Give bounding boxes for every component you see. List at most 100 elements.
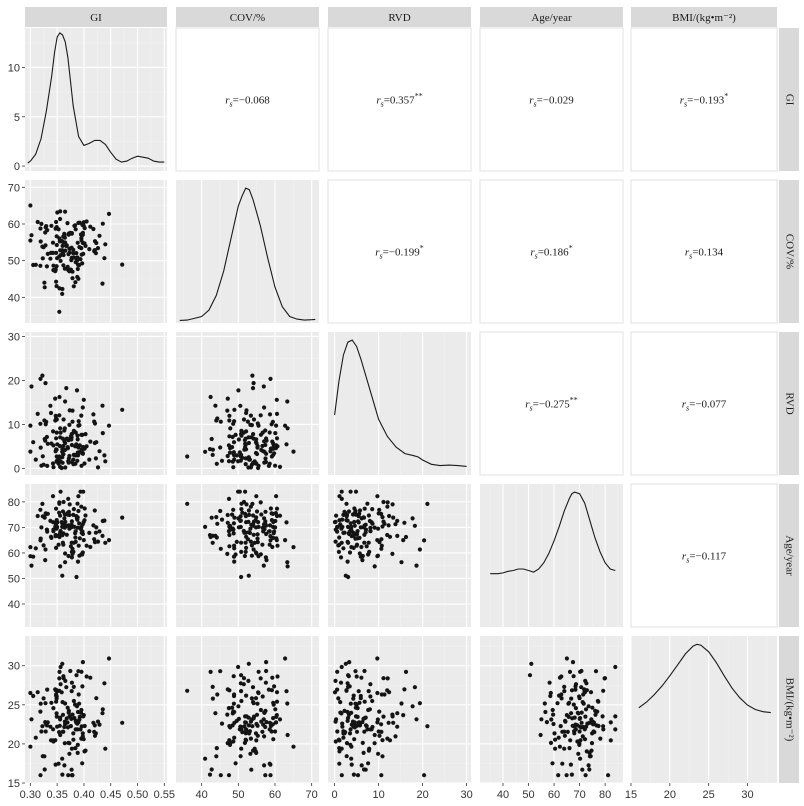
- scatter-point: [335, 729, 340, 734]
- scatter-point: [579, 710, 584, 715]
- scatter-point: [353, 489, 359, 494]
- scatter-point: [254, 437, 259, 442]
- scatter-point: [262, 734, 267, 739]
- scatter-point: [66, 710, 71, 715]
- scatter-point: [69, 442, 74, 448]
- density-curve-cov: [179, 187, 316, 321]
- scatter-point: [581, 692, 586, 697]
- scatter-point: [269, 511, 274, 516]
- scatter-point: [58, 426, 63, 431]
- scatter-point: [559, 674, 564, 679]
- scatter-point: [355, 519, 361, 524]
- scatter-point: [584, 749, 589, 754]
- scatter-point: [264, 436, 269, 441]
- scatter-point: [339, 773, 344, 778]
- x-tick-label: 0.50: [127, 789, 148, 801]
- scatter-point: [65, 266, 70, 271]
- scatter-point: [255, 701, 260, 706]
- scatter-point: [391, 720, 396, 725]
- scatter-point: [91, 226, 96, 232]
- scatter-point: [391, 515, 396, 520]
- scatter-point: [102, 453, 107, 458]
- strip-label-right-cov: COV/%: [783, 234, 795, 269]
- scatter-point: [63, 721, 68, 727]
- scatter-point: [56, 761, 61, 766]
- scatter-point: [88, 439, 93, 444]
- scatter-point: [353, 508, 358, 514]
- scatter-point: [251, 547, 256, 552]
- scatter-point: [80, 761, 85, 766]
- scatter-point: [347, 731, 353, 736]
- scatter-point: [334, 513, 339, 518]
- scatter-point: [103, 242, 108, 247]
- scatter-point: [39, 463, 44, 468]
- panel-age-year-vs-cov: [176, 484, 319, 627]
- scatter-point: [590, 705, 595, 710]
- scatter-point: [253, 696, 259, 701]
- scatter-point: [354, 702, 359, 707]
- y-tick-label: 30: [8, 331, 20, 343]
- scatter-point: [57, 510, 62, 515]
- scatter-point: [94, 525, 99, 530]
- scatter-point: [379, 546, 384, 551]
- scatter-point: [247, 530, 252, 536]
- scatter-point: [61, 417, 66, 422]
- scatter-point: [573, 687, 578, 692]
- scatter-point: [71, 284, 76, 289]
- scatter-point: [69, 437, 74, 442]
- scatter-point: [57, 254, 62, 259]
- scatter-point: [106, 656, 112, 661]
- scatter-point: [598, 736, 603, 741]
- scatter-point: [341, 735, 346, 740]
- scatter-point: [88, 224, 93, 229]
- scatter-point: [568, 762, 574, 767]
- scatter-point: [39, 729, 44, 734]
- scatter-point: [227, 418, 232, 423]
- scatter-point: [381, 714, 386, 719]
- scatter-point: [593, 712, 598, 717]
- scatter-point: [28, 690, 33, 696]
- scatter-point: [66, 553, 71, 559]
- scatter-point: [42, 754, 47, 759]
- scatter-point: [249, 767, 254, 772]
- panel-bmi-kg-m-vs-gi: [25, 636, 167, 784]
- scatter-point: [226, 459, 232, 464]
- scatter-point: [87, 729, 92, 734]
- scatter-point: [549, 717, 554, 722]
- scatter-point: [360, 740, 365, 746]
- scatter-point: [106, 538, 112, 543]
- panel-rvd-vs-cov: [176, 332, 319, 475]
- scatter-point: [43, 729, 48, 734]
- scatter-point: [267, 412, 273, 417]
- scatter-point: [214, 461, 219, 466]
- scatter-point: [359, 516, 364, 521]
- scatter-point: [93, 530, 98, 535]
- y-tick-label: 70: [8, 182, 20, 194]
- corr-label-cov-bmi-kg-m: rs=0.134: [685, 247, 724, 261]
- scatter-point: [61, 263, 66, 268]
- scatter-point: [372, 525, 377, 530]
- scatter-point: [333, 519, 338, 524]
- scatter-point: [259, 512, 264, 517]
- scatter-point: [50, 240, 56, 245]
- scatter-point: [264, 668, 269, 674]
- y-tick-label: 0: [14, 161, 20, 173]
- scatter-point: [337, 494, 342, 499]
- scatter-point: [386, 720, 391, 725]
- scatter-point: [63, 701, 68, 706]
- scatter-point: [60, 460, 65, 465]
- scatter-point: [79, 413, 84, 418]
- scatter-point: [68, 668, 73, 674]
- scatter-point: [63, 240, 68, 245]
- scatter-point: [236, 437, 241, 442]
- scatter-point: [74, 442, 79, 447]
- scatter-point: [48, 724, 53, 729]
- scatter-point: [273, 707, 278, 712]
- scatter-point: [57, 532, 62, 537]
- scatter-point: [76, 419, 81, 424]
- scatter-point: [45, 251, 50, 256]
- scatter-point: [97, 449, 102, 454]
- scatter-point: [333, 739, 338, 744]
- scatter-point: [60, 661, 65, 666]
